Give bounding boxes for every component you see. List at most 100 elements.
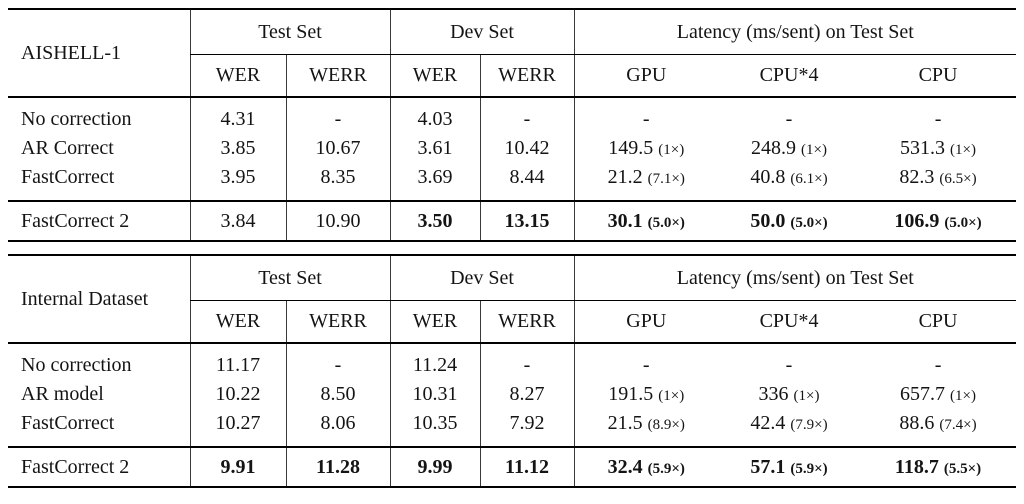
row-label: FastCorrect — [21, 411, 115, 434]
highlight-row: FastCorrect 2 3.84 10.90 3.50 13.15 30.1 (5.0×… — [8, 201, 1017, 242]
speedup-multiplier: (1×) — [950, 141, 976, 158]
speedup-multiplier: (1×) — [950, 387, 976, 404]
cell-value: 8.06 — [320, 411, 356, 434]
data-row: FastCorrect 3.95 8.35 3.69 8.44 21.2 (7.1×) 40.… — [8, 162, 1016, 191]
cell-value: 3.85 — [220, 136, 256, 159]
spacer-cell — [8, 343, 190, 350]
col-header-test-werr: WERR — [285, 54, 390, 98]
value-cell: 9.99 — [389, 447, 480, 488]
row-label: No correction — [21, 353, 132, 376]
spacer-cell — [285, 191, 390, 202]
cell-value: - — [523, 107, 531, 130]
value-cell: 10.42 — [479, 133, 575, 162]
cell-value: 149.5 — [608, 136, 654, 159]
cell-value: 21.5 — [607, 411, 643, 434]
col-header-dev-wer: WER — [389, 54, 480, 98]
cell-value: 30.1 — [607, 210, 643, 232]
value-cell: 30.1 (5.0×) — [573, 201, 719, 242]
spacer-cell — [860, 343, 1016, 350]
value-cell: 10.27 — [189, 408, 286, 437]
spacer-cell — [8, 437, 190, 448]
cell-value: 8.50 — [320, 382, 356, 405]
data-row: AR Correct 3.85 10.67 3.61 10.42 149.5 (1×) 248… — [8, 133, 1016, 162]
value-cell: 3.61 — [389, 133, 480, 162]
internal-table-body: No correction 11.17 - 11.24 - - - - AR model 10.2… — [8, 343, 1017, 488]
spacer-cell — [285, 97, 390, 104]
speedup-multiplier: (7.1×) — [647, 170, 685, 187]
value-cell: 10.31 — [389, 379, 480, 408]
value-cell: - — [479, 350, 575, 379]
cell-value: 8.44 — [509, 165, 545, 188]
internal-table-header: Internal Dataset Test Set Dev Set Latenc… — [8, 254, 1017, 344]
cell-value: 11.17 — [215, 353, 261, 376]
value-cell: - — [718, 350, 860, 379]
cell-value: - — [642, 353, 650, 376]
data-row: No correction 4.31 - 4.03 - - - - — [8, 104, 1016, 133]
dev-set-group-header: Dev Set — [389, 8, 575, 55]
dataset-label: Internal Dataset — [8, 254, 190, 344]
cell-value: 4.31 — [220, 107, 256, 130]
cell-value: 11.28 — [316, 456, 360, 478]
speedup-multiplier: (8.9×) — [647, 416, 685, 433]
speedup-multiplier: (5.5×) — [943, 461, 982, 477]
value-cell: 82.3 (6.5×) — [860, 162, 1016, 191]
data-row: No correction 11.17 - 11.24 - - - - — [8, 350, 1016, 379]
spacer-cell — [718, 97, 860, 104]
spacer-cell — [860, 437, 1017, 448]
value-cell: - — [285, 350, 390, 379]
spacer-cell — [718, 343, 860, 350]
spacer-cell — [479, 191, 575, 202]
row-label: FastCorrect 2 — [8, 201, 190, 242]
cell-value: 3.69 — [417, 165, 453, 188]
speedup-multiplier: (6.1×) — [790, 170, 828, 187]
row-label: FastCorrect 2 — [8, 447, 190, 488]
cell-value: 10.35 — [412, 411, 458, 434]
row-spacer — [8, 191, 1017, 202]
cell-value: 3.50 — [417, 210, 453, 232]
cell-value: 10.27 — [215, 411, 261, 434]
spacer-cell — [573, 97, 719, 104]
value-cell: 57.1 (5.9×) — [718, 447, 861, 488]
value-cell: 8.35 — [285, 162, 390, 191]
cell-value: 3.84 — [220, 210, 256, 232]
spacer-cell — [389, 191, 480, 202]
sub-header-row: WER WERR WER WERR GPU CPU*4 CPU — [8, 54, 1017, 98]
cell-value: 336 — [758, 382, 789, 405]
row-label: AR model — [21, 382, 104, 405]
cell-value: - — [934, 353, 942, 376]
value-cell: 531.3 (1×) — [860, 133, 1016, 162]
cell-value: 40.8 — [750, 165, 786, 188]
value-cell: 88.6 (7.4×) — [860, 408, 1016, 437]
value-cell: 106.9 (5.0×) — [860, 201, 1017, 242]
row-spacer — [8, 343, 1016, 350]
row-spacer — [8, 437, 1017, 448]
col-header-test-werr: WERR — [285, 300, 390, 344]
col-header-gpu: GPU — [573, 300, 719, 344]
spacer-cell — [389, 97, 480, 104]
value-cell: 3.50 — [389, 201, 480, 242]
cell-value: 3.61 — [417, 136, 453, 159]
cell-value: - — [334, 107, 342, 130]
cell-value: 3.95 — [220, 165, 256, 188]
value-cell: 11.17 — [189, 350, 286, 379]
value-cell: 336 (1×) — [718, 379, 860, 408]
value-cell: 248.9 (1×) — [718, 133, 860, 162]
row-label: AR Correct — [21, 136, 114, 159]
cell-value: 248.9 — [751, 136, 797, 159]
col-header-cpu: CPU — [860, 300, 1017, 344]
spacer-cell — [189, 191, 286, 202]
cell-value: 82.3 — [899, 165, 935, 188]
cell-value: - — [642, 107, 650, 130]
latency-group-header: Latency (ms/sent) on Test Set — [573, 8, 1017, 55]
cell-value: 21.2 — [607, 165, 643, 188]
value-cell: 21.2 (7.1×) — [573, 162, 719, 191]
cell-value: 531.3 — [900, 136, 946, 159]
value-cell: 4.03 — [389, 104, 480, 133]
spacer-cell — [573, 343, 719, 350]
cell-value: 13.15 — [504, 210, 550, 232]
value-cell: 3.95 — [189, 162, 286, 191]
cell-value: 657.7 — [900, 382, 946, 405]
value-cell: - — [860, 104, 1016, 133]
value-cell: 21.5 (8.9×) — [573, 408, 719, 437]
value-cell: 3.84 — [189, 201, 286, 242]
